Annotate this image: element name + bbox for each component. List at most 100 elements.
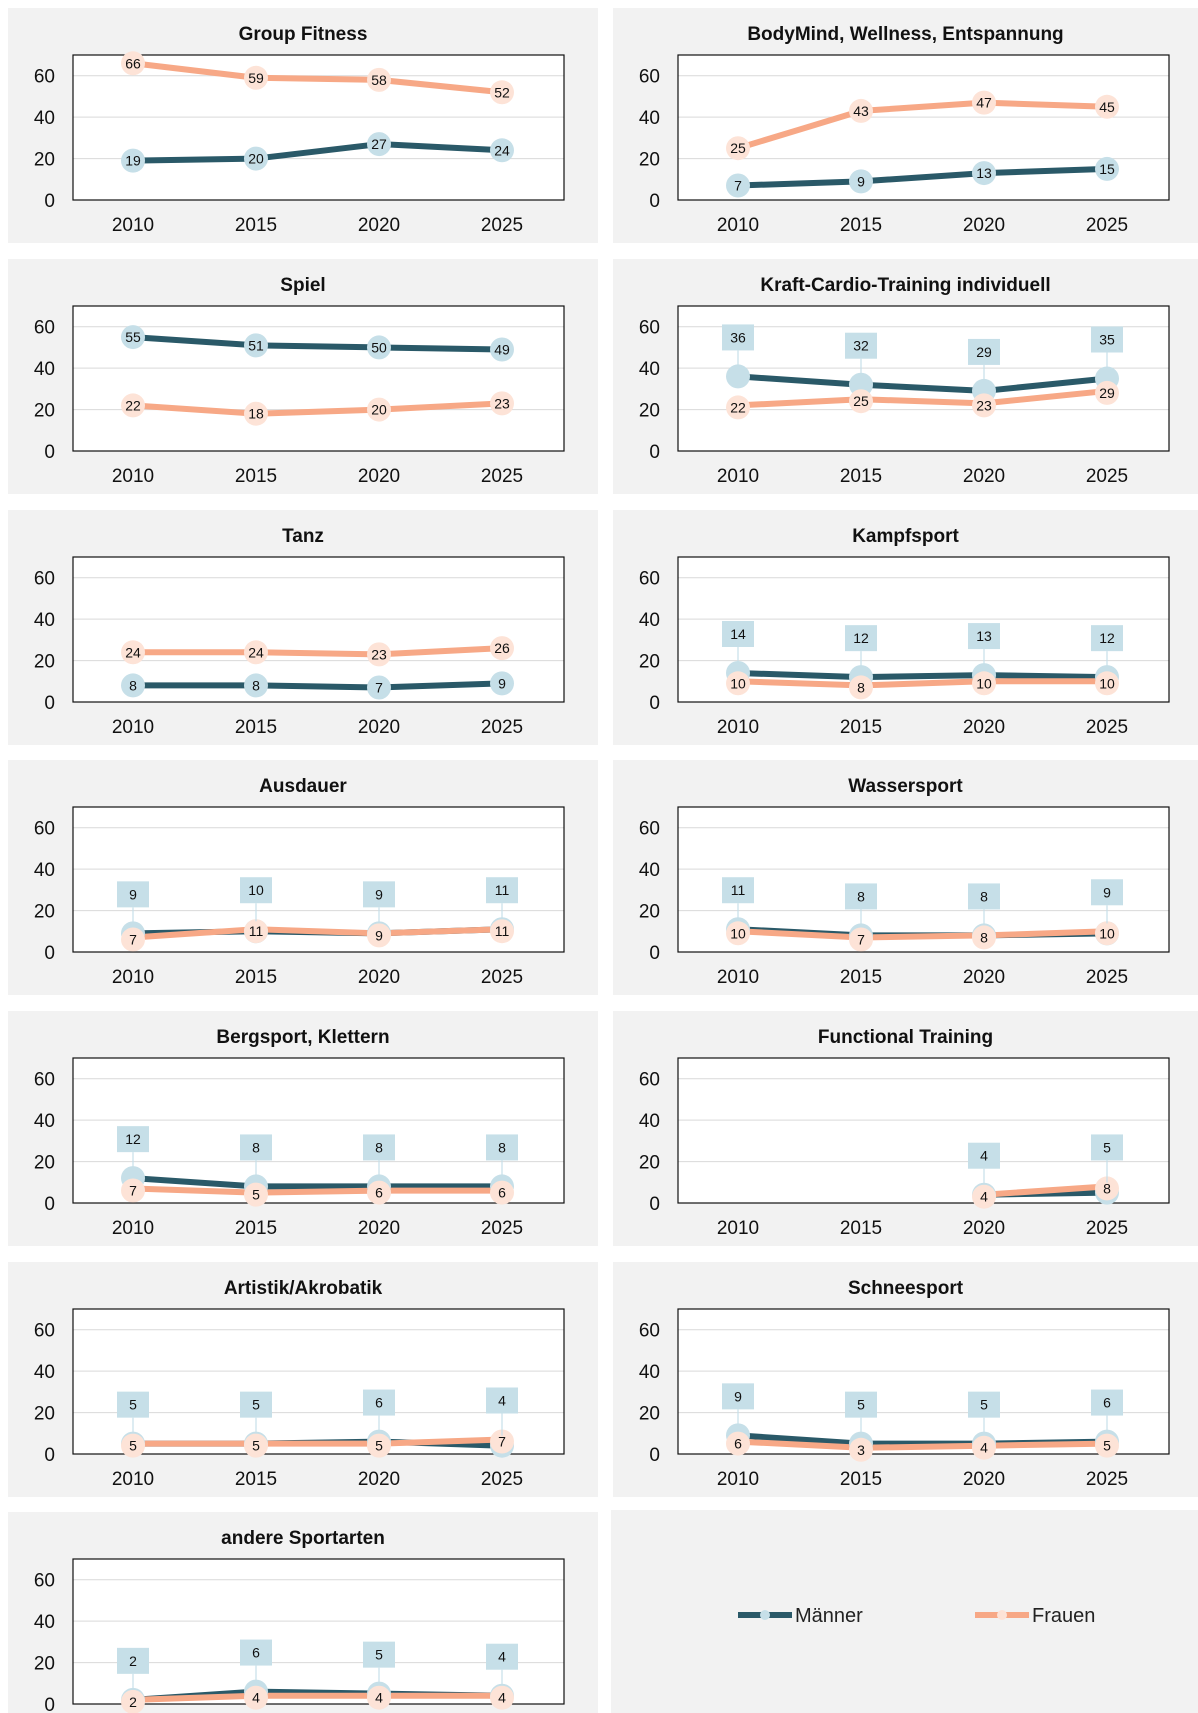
y-tick-label: 40 xyxy=(34,1111,55,1132)
x-tick-label: 2010 xyxy=(717,1218,759,1239)
label-box-maenner xyxy=(117,1647,149,1674)
label-box-maenner xyxy=(968,623,1000,650)
y-tick-label: 60 xyxy=(639,569,660,590)
data-point-frauen xyxy=(490,391,514,416)
chart-panel-0: Group Fitness 0 20 40 60 2010 2015 2020 2025 19 66… xyxy=(8,8,598,243)
y-tick-label: 20 xyxy=(639,1404,660,1425)
data-point-frauen xyxy=(367,1180,391,1205)
x-tick-label: 2020 xyxy=(358,466,400,487)
x-tick-label: 2015 xyxy=(840,967,882,988)
series-line-frauen xyxy=(130,645,505,658)
legend-background xyxy=(611,1510,1198,1713)
label-box-maenner xyxy=(1091,625,1123,652)
plot-frame xyxy=(677,1308,1170,1455)
data-label-maenner: 51 xyxy=(248,337,264,353)
data-point-frauen xyxy=(1095,1176,1119,1201)
data-label-frauen: 7 xyxy=(857,932,865,948)
x-tick-label: 2025 xyxy=(1086,717,1128,738)
data-label-frauen: 2 xyxy=(129,1694,137,1710)
chart-panel-10: Artistik/Akrobatik 0 20 40 60 2010 2015 2020 202… xyxy=(8,1262,598,1497)
data-point-maenner xyxy=(121,325,145,350)
data-label-maenner: 5 xyxy=(375,1647,383,1663)
data-point-frauen xyxy=(726,395,750,420)
data-label-frauen: 8 xyxy=(1103,1180,1111,1196)
label-box-maenner xyxy=(1091,326,1123,353)
x-tick-label: 2010 xyxy=(717,967,759,988)
data-label-maenner: 7 xyxy=(375,680,383,696)
legend-item-maenner[interactable]: Männer xyxy=(738,1605,863,1627)
y-tick-label: 60 xyxy=(639,1070,660,1091)
y-tick-label: 60 xyxy=(34,67,55,88)
x-tick-label: 2010 xyxy=(717,717,759,738)
x-tick-label: 2015 xyxy=(840,717,882,738)
label-box-maenner xyxy=(363,881,395,908)
data-point-frauen xyxy=(490,1429,514,1454)
label-box-maenner xyxy=(1091,1134,1123,1161)
chart-title: BodyMind, Wellness, Entspannung xyxy=(747,24,1063,45)
y-tick-label: 20 xyxy=(639,902,660,923)
data-point-frauen xyxy=(972,671,996,696)
data-point-frauen xyxy=(121,1178,145,1203)
series-line-frauen xyxy=(130,400,505,417)
chart-panel-8: Bergsport, Klettern 0 20 40 60 2010 2015 2020 20… xyxy=(8,1011,598,1246)
y-tick-label: 0 xyxy=(44,1695,55,1713)
x-tick-label: 2015 xyxy=(840,466,882,487)
data-point-frauen xyxy=(490,919,514,944)
data-point-frauen xyxy=(726,921,750,946)
data-label-maenner: 19 xyxy=(125,153,141,169)
legend-label-frauen: Frauen xyxy=(1032,1605,1095,1627)
x-tick-label: 2020 xyxy=(963,967,1005,988)
data-label-frauen: 4 xyxy=(252,1690,260,1706)
label-box-maenner xyxy=(363,1389,395,1416)
data-label-frauen: 52 xyxy=(494,84,510,100)
data-label-maenner: 49 xyxy=(494,342,510,358)
data-label-maenner: 5 xyxy=(129,1397,137,1413)
data-point-frauen xyxy=(244,401,268,426)
label-box-maenner xyxy=(363,1641,395,1668)
data-point-maenner xyxy=(490,671,514,696)
chart-title: Kraft-Cardio-Training individuell xyxy=(760,275,1050,296)
data-label-frauen: 5 xyxy=(375,1438,383,1454)
x-tick-label: 2015 xyxy=(235,717,277,738)
x-tick-label: 2010 xyxy=(717,1469,759,1490)
legend-item-frauen[interactable]: Frauen xyxy=(975,1605,1095,1627)
chart-title: Artistik/Akrobatik xyxy=(224,1278,383,1299)
chart-panel-6: Ausdauer 0 20 40 60 2010 2015 2020 2025 7 9 11 10 9 9 1… xyxy=(8,760,598,995)
chart-panel-11: Schneesport 0 20 40 60 2010 2015 2020 2025 6 9 3 5 4 5… xyxy=(613,1262,1198,1497)
data-label-maenner: 9 xyxy=(375,886,383,902)
x-tick-label: 2010 xyxy=(112,967,154,988)
series-line-frauen xyxy=(130,1692,505,1703)
data-label-maenner: 29 xyxy=(976,344,992,360)
data-point-frauen xyxy=(244,1433,268,1458)
data-label-frauen: 4 xyxy=(375,1690,383,1706)
series-line-frauen xyxy=(130,1185,505,1196)
data-point-frauen xyxy=(726,671,750,696)
data-point-frauen xyxy=(849,927,873,952)
x-tick-label: 2010 xyxy=(112,1218,154,1239)
y-tick-label: 40 xyxy=(34,1612,55,1633)
data-label-maenner: 11 xyxy=(495,882,510,898)
data-label-maenner: 4 xyxy=(980,1148,988,1164)
y-tick-label: 20 xyxy=(34,652,55,673)
y-tick-label: 40 xyxy=(639,359,660,380)
data-label-maenner: 12 xyxy=(853,630,869,646)
data-point-frauen xyxy=(1095,671,1119,696)
data-point-frauen xyxy=(490,1685,514,1710)
label-box-maenner xyxy=(968,338,1000,365)
chart-title: Kampfsport xyxy=(852,526,959,547)
x-tick-label: 2025 xyxy=(1086,215,1128,236)
x-tick-label: 2010 xyxy=(717,215,759,236)
x-tick-label: 2010 xyxy=(717,466,759,487)
data-label-maenner: 8 xyxy=(498,1139,506,1155)
data-point-frauen xyxy=(367,642,391,667)
plot-area xyxy=(678,1058,1169,1203)
label-box-maenner xyxy=(117,881,149,908)
chart-title: Functional Training xyxy=(818,1027,993,1048)
data-label-maenner: 8 xyxy=(375,1139,383,1155)
y-tick-label: 40 xyxy=(34,359,55,380)
data-label-frauen: 6 xyxy=(498,1185,506,1201)
x-tick-label: 2025 xyxy=(481,466,523,487)
plot-area xyxy=(73,306,564,451)
x-tick-label: 2010 xyxy=(112,466,154,487)
data-point-frauen xyxy=(490,1180,514,1205)
